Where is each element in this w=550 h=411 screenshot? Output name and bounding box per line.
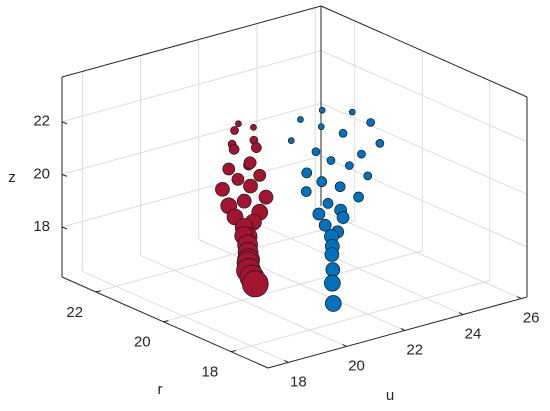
point: [287, 137, 295, 145]
z-tick: [61, 173, 68, 177]
points-layer: [215, 106, 385, 312]
x-tick-label: 26: [523, 310, 540, 327]
point: [375, 139, 385, 148]
point: [338, 128, 348, 138]
z-axis-label: z: [8, 169, 16, 186]
point: [323, 274, 341, 292]
point: [336, 211, 350, 224]
point: [235, 120, 242, 128]
point: [258, 189, 274, 205]
point: [301, 167, 313, 179]
point: [353, 191, 364, 203]
point: [348, 108, 356, 116]
x-tick-label: 20: [348, 357, 365, 374]
point: [297, 116, 304, 123]
point: [230, 126, 239, 135]
point: [250, 123, 257, 131]
point: [253, 169, 267, 182]
point: [325, 262, 341, 278]
point: [312, 207, 326, 221]
grid-line: [61, 155, 322, 228]
point: [300, 186, 312, 197]
grid-line: [95, 220, 355, 293]
box-edge: [267, 296, 528, 369]
point: [228, 143, 240, 155]
x-axis-label: u: [386, 387, 394, 404]
box-edge: [61, 276, 269, 369]
point: [241, 270, 269, 298]
point: [215, 181, 230, 197]
point: [357, 149, 366, 159]
point: [322, 198, 334, 209]
z-tick-label: 22: [33, 113, 50, 130]
grid-line: [61, 102, 322, 175]
point: [243, 178, 258, 194]
point: [324, 295, 342, 312]
z-tick: [61, 226, 68, 230]
box-edge: [61, 5, 322, 78]
point: [318, 218, 332, 232]
y-tick-label: 22: [66, 304, 83, 321]
point: [250, 142, 262, 153]
z-tick-label: 20: [33, 165, 50, 182]
grid-layer: [61, 7, 528, 363]
grid-line: [320, 50, 528, 143]
z-tick: [61, 121, 68, 125]
point: [311, 147, 321, 157]
x-tick-label: 18: [290, 373, 307, 390]
point: [324, 247, 340, 262]
point: [231, 173, 245, 186]
axes-box: [61, 5, 528, 369]
box-edge: [320, 5, 528, 98]
x-tick-label: 22: [406, 341, 423, 358]
point: [334, 181, 346, 193]
grid-line: [163, 250, 423, 323]
y-tick-label: 20: [134, 334, 151, 351]
point: [363, 171, 373, 181]
x-tick-label: 24: [465, 326, 482, 343]
y-axis-label: r: [158, 381, 163, 398]
point: [236, 193, 252, 209]
grid-line: [320, 155, 528, 248]
point: [318, 106, 326, 114]
point: [317, 123, 325, 131]
z-tick-label: 18: [33, 218, 50, 235]
grid-line: [230, 280, 490, 353]
point: [316, 176, 328, 188]
point: [222, 162, 236, 176]
point: [344, 161, 354, 170]
grid-line: [320, 102, 528, 195]
grid-line: [61, 50, 322, 123]
point: [243, 156, 257, 170]
point: [366, 118, 375, 127]
point: [326, 156, 336, 165]
y-tick-label: 18: [202, 364, 219, 381]
labels-layer: u r z 18 20 22 24 26 18 20 22 18 20 22: [8, 113, 539, 404]
